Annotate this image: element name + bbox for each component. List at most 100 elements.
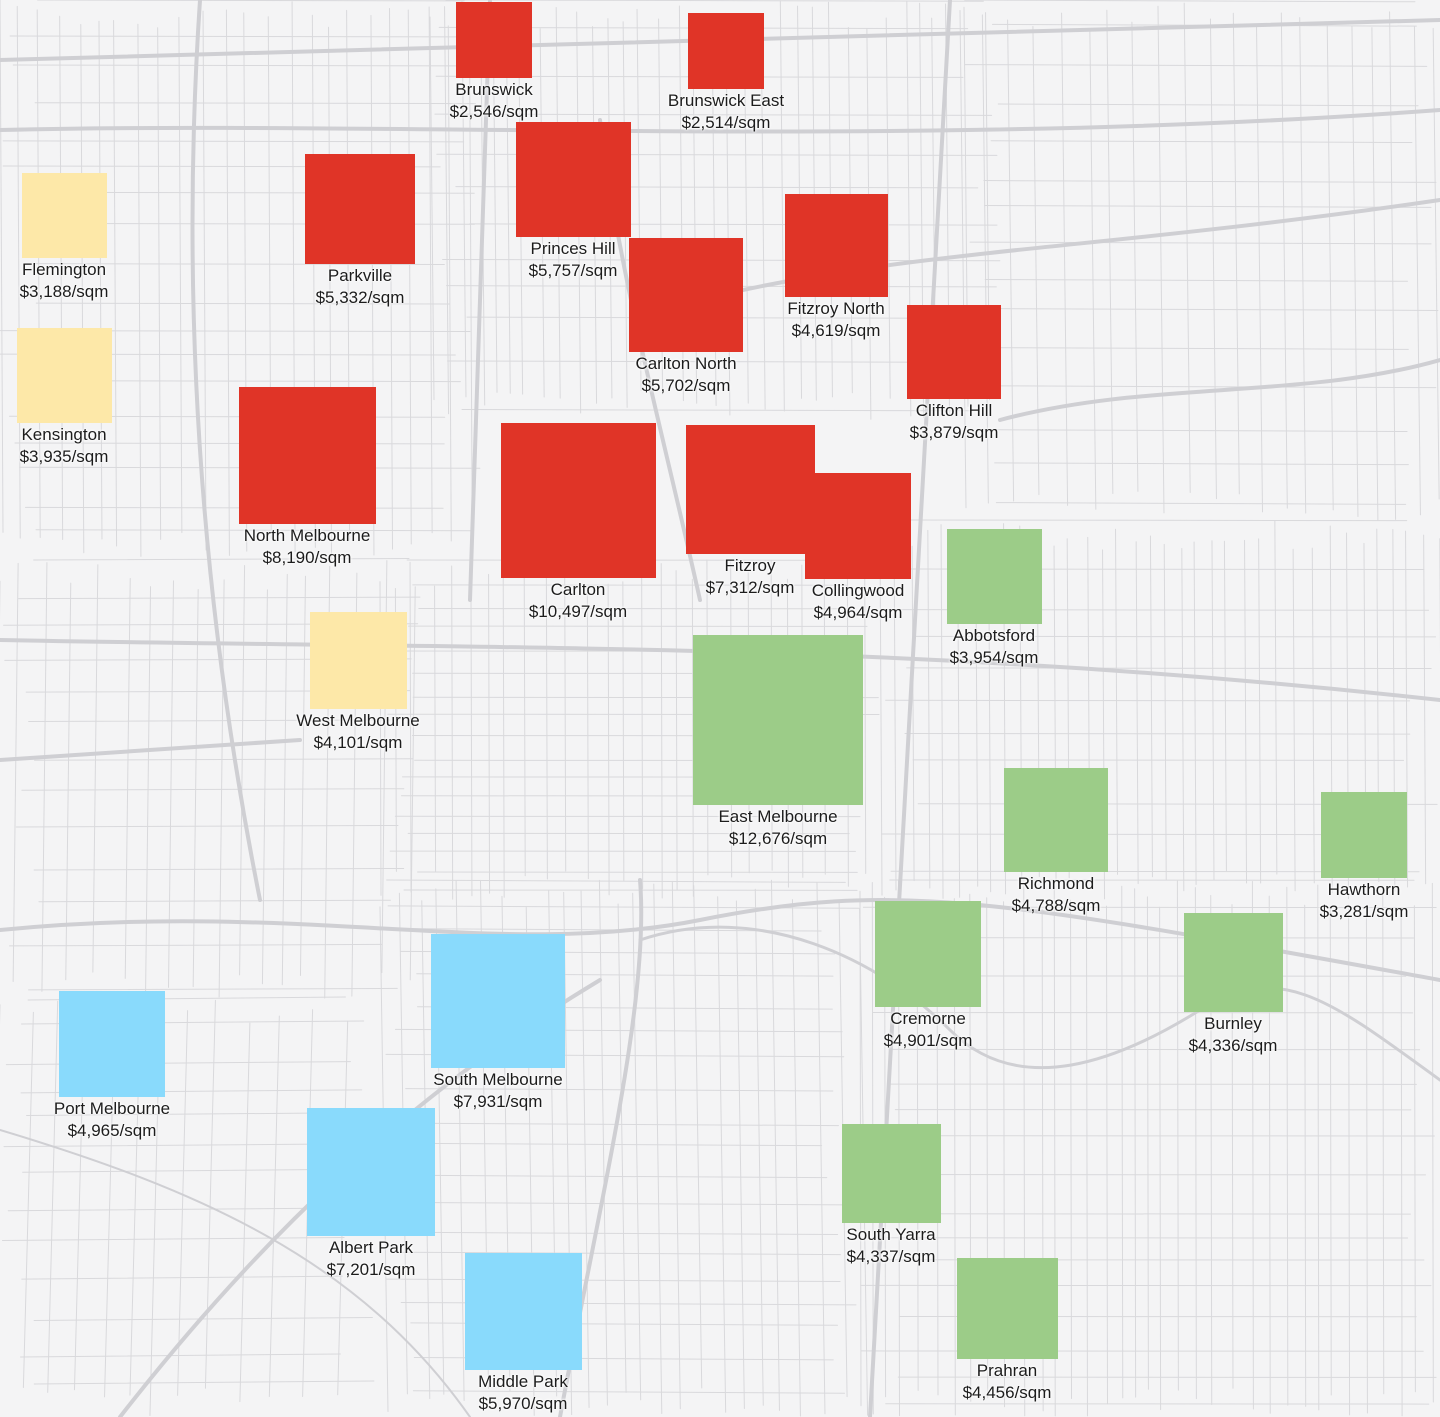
price-square[interactable]: [16, 327, 112, 423]
suburb-label: Kensington $3,935/sqm: [20, 424, 109, 468]
suburb-label: Prahran $4,456/sqm: [963, 1360, 1052, 1404]
suburb-price: $5,970/sqm: [478, 1393, 568, 1413]
price-square[interactable]: [305, 154, 415, 264]
suburb-label: Flemington $3,188/sqm: [20, 259, 109, 303]
suburb-price: $3,281/sqm: [1319, 902, 1409, 921]
price-square[interactable]: [956, 1257, 1058, 1359]
price-square[interactable]: [431, 934, 565, 1068]
suburb-price: $10,497/sqm: [528, 601, 628, 621]
suburb-name: Prahran: [976, 1360, 1038, 1380]
suburb-name: Brunswick East: [667, 91, 785, 110]
suburb-label: Richmond $4,788/sqm: [1012, 873, 1101, 917]
suburb-price: $12,676/sqm: [728, 829, 828, 848]
suburb-price: $5,702/sqm: [641, 376, 731, 395]
suburb-label: Albert Park $7,201/sqm: [327, 1237, 416, 1281]
suburb-name: Richmond: [1017, 874, 1095, 893]
suburb-name: Clifton Hill: [915, 401, 993, 420]
suburb-label: Fitzroy North $4,619/sqm: [787, 298, 884, 342]
suburb-price: $3,879/sqm: [909, 423, 999, 442]
price-square[interactable]: [59, 991, 165, 1097]
suburb-label: Burnley $4,336/sqm: [1189, 1013, 1278, 1057]
price-square[interactable]: [238, 386, 376, 524]
suburb-price: $4,456/sqm: [962, 1382, 1052, 1402]
suburb-label: Middle Park $5,970/sqm: [478, 1371, 568, 1415]
price-square[interactable]: [309, 611, 407, 709]
suburb-name: East Melbourne: [718, 807, 838, 826]
suburb-label: Carlton $10,497/sqm: [529, 579, 627, 623]
suburb-price: $7,312/sqm: [705, 577, 795, 597]
price-square[interactable]: [515, 121, 631, 237]
price-square[interactable]: [875, 901, 981, 1007]
suburb-name: Fitzroy North: [787, 298, 885, 318]
suburb-name: Middle Park: [478, 1371, 568, 1391]
suburb-price: $3,954/sqm: [949, 647, 1039, 667]
suburb-name: South Melbourne: [433, 1070, 563, 1089]
suburb-name: Princes Hill: [530, 238, 616, 258]
suburb-label: Collingwood $4,964/sqm: [812, 580, 905, 624]
suburb-label: Brunswick East $2,514/sqm: [668, 90, 784, 134]
price-square[interactable]: [805, 473, 911, 579]
price-square[interactable]: [784, 193, 888, 297]
suburb-label: Port Melbourne $4,965/sqm: [54, 1098, 170, 1142]
suburb-name: Albert Park: [328, 1238, 414, 1257]
suburb-price: $4,965/sqm: [67, 1121, 157, 1140]
price-square[interactable]: [688, 13, 764, 89]
suburb-name: Carlton North: [635, 354, 737, 373]
suburb-name: Fitzroy: [724, 555, 776, 575]
price-square[interactable]: [1321, 792, 1407, 878]
suburb-label: Cremorne $4,901/sqm: [884, 1008, 973, 1052]
price-square[interactable]: [307, 1108, 435, 1236]
price-square[interactable]: [841, 1123, 941, 1223]
suburb-price: $4,337/sqm: [846, 1246, 936, 1266]
suburb-price: $2,514/sqm: [681, 113, 771, 132]
suburb-label: Carlton North $5,702/sqm: [635, 353, 736, 397]
suburb-name: Carlton: [550, 579, 606, 599]
suburb-label: East Melbourne $12,676/sqm: [718, 806, 837, 850]
suburb-price: $7,931/sqm: [453, 1092, 543, 1111]
suburb-price: $8,190/sqm: [262, 547, 352, 567]
suburb-name: Kensington: [21, 424, 107, 444]
suburb-price: $5,757/sqm: [528, 260, 618, 280]
suburb-price: $4,964/sqm: [813, 603, 903, 622]
price-square[interactable]: [693, 635, 863, 805]
suburb-label: Hawthorn $3,281/sqm: [1320, 879, 1409, 923]
suburb-label: South Yarra $4,337/sqm: [846, 1224, 935, 1268]
suburb-price: $5,332/sqm: [315, 288, 405, 307]
suburb-price: $4,901/sqm: [883, 1031, 973, 1050]
suburb-label: Princes Hill $5,757/sqm: [529, 238, 618, 282]
suburb-name: Burnley: [1204, 1013, 1262, 1033]
suburb-name: South Yarra: [846, 1224, 936, 1244]
suburb-name: Flemington: [21, 259, 107, 279]
price-square[interactable]: [685, 424, 815, 554]
suburb-name: Hawthorn: [1327, 880, 1401, 899]
suburb-name: Collingwood: [811, 581, 905, 600]
price-square[interactable]: [1183, 912, 1283, 1012]
suburb-price: $4,788/sqm: [1011, 896, 1101, 915]
suburb-price: $2,546/sqm: [449, 102, 539, 121]
suburb-price: $3,935/sqm: [19, 446, 109, 466]
suburb-price: $7,201/sqm: [326, 1260, 416, 1279]
suburb-price: $4,101/sqm: [313, 732, 403, 752]
suburb-label: Brunswick $2,546/sqm: [450, 79, 539, 123]
suburb-label: South Melbourne $7,931/sqm: [433, 1069, 562, 1113]
price-square[interactable]: [946, 528, 1042, 624]
suburb-name: Port Melbourne: [53, 1099, 171, 1118]
price-square[interactable]: [21, 172, 107, 258]
price-square[interactable]: [1004, 768, 1108, 872]
suburb-label: Fitzroy $7,312/sqm: [706, 555, 795, 599]
price-square[interactable]: [464, 1252, 582, 1370]
price-square[interactable]: [629, 238, 743, 352]
suburb-price: $4,619/sqm: [791, 320, 881, 340]
suburb-name: Parkville: [327, 266, 393, 285]
price-square[interactable]: [500, 422, 656, 578]
suburb-name: Brunswick: [455, 80, 533, 99]
price-square[interactable]: [907, 305, 1001, 399]
suburb-name: North Melbourne: [243, 525, 371, 545]
suburb-label: Abbotsford $3,954/sqm: [950, 625, 1039, 669]
suburb-label: Clifton Hill $3,879/sqm: [910, 400, 999, 444]
price-square[interactable]: [456, 2, 532, 78]
suburb-price: $3,188/sqm: [19, 281, 109, 301]
suburb-price: $4,336/sqm: [1188, 1035, 1278, 1055]
suburb-name: Abbotsford: [952, 625, 1036, 645]
